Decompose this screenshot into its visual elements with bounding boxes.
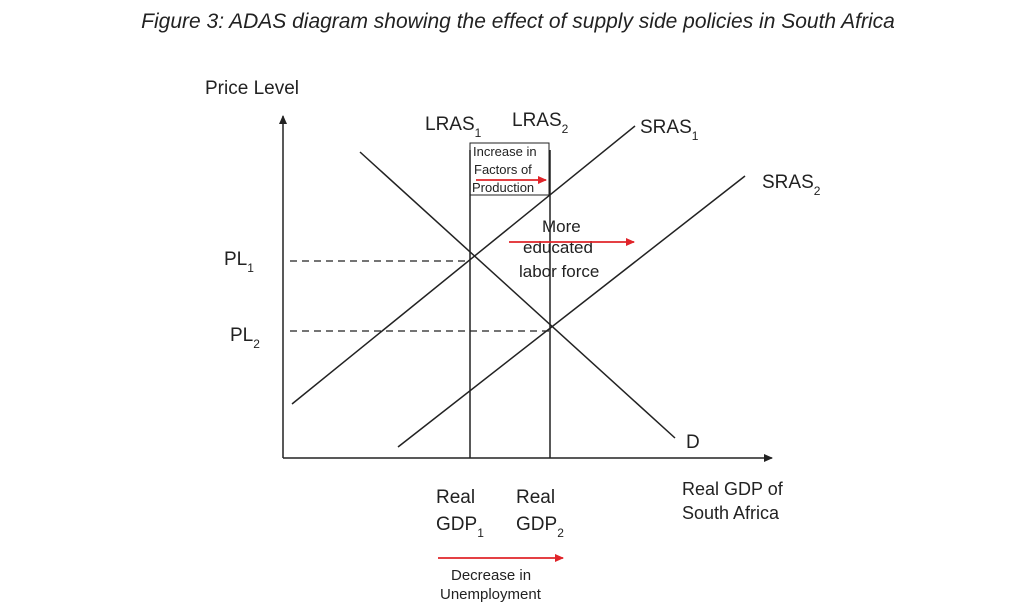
lras1-label: LRAS1 xyxy=(425,114,482,140)
lras2-label: LRAS2 xyxy=(512,110,569,136)
sras1-label: SRAS1 xyxy=(640,117,699,143)
sras2-line xyxy=(397,175,746,448)
factors-box xyxy=(469,142,550,196)
gdp2-label-line1: Real xyxy=(516,487,555,508)
educated-line3: labor force xyxy=(519,262,599,281)
educated-line2: educated xyxy=(523,238,593,257)
factors-line2: Factors of xyxy=(474,162,532,177)
factors-line3: Production xyxy=(472,180,534,195)
sras2-label: SRAS2 xyxy=(762,172,821,198)
unemployment-line2: Unemployment xyxy=(440,586,542,603)
y-axis-label: Price Level xyxy=(205,78,299,99)
sras1-line xyxy=(291,125,636,405)
pl2-label: PL2 xyxy=(230,325,260,351)
x-axis-label-line1: Real GDP of xyxy=(682,479,784,499)
factors-line1: Increase in xyxy=(473,144,537,159)
demand-label: D xyxy=(686,432,700,453)
pl1-label: PL1 xyxy=(224,249,254,275)
gdp1-label-line1: Real xyxy=(436,487,475,508)
demand-line xyxy=(359,151,676,439)
gdp2-label-line2: GDP2 xyxy=(516,514,564,540)
x-axis-label-line2: South Africa xyxy=(682,503,780,523)
educated-line1: More xyxy=(542,217,581,236)
unemployment-line1: Decrease in xyxy=(451,567,531,584)
figure-title: Figure 3: ADAS diagram showing the effec… xyxy=(141,10,895,33)
gdp1-label-line2: GDP1 xyxy=(436,514,484,540)
